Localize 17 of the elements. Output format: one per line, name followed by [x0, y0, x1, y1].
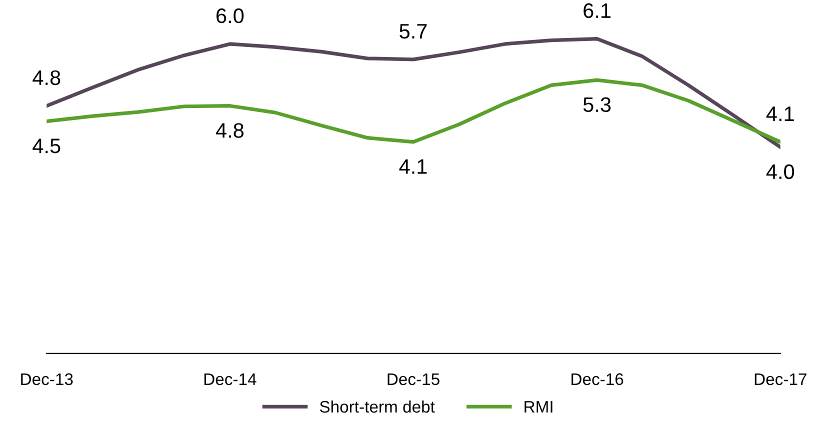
x-tick-label: Dec-16	[572, 373, 624, 386]
data-label: 6.1	[584, 3, 611, 18]
data-label: 4.8	[216, 123, 244, 138]
x-tick-label: Dec-14	[204, 373, 256, 386]
data-label: 5.3	[583, 97, 611, 112]
x-tick-label: Dec-13	[21, 373, 73, 386]
data-label: 4.1	[399, 159, 427, 174]
x-tick-label: Dec-15	[388, 373, 440, 386]
data-label: 6.0	[216, 8, 244, 24]
data-label: 5.7	[400, 24, 427, 39]
legend-label: RMI	[524, 401, 552, 413]
data-label: 4.5	[32, 138, 60, 154]
x-tick-label: Dec-17	[754, 373, 806, 386]
legend-label: Short-term debt	[320, 400, 435, 413]
data-label: 4.0	[766, 164, 794, 180]
data-label: 4.8	[32, 70, 60, 86]
data-label: 4.1	[766, 106, 794, 121]
